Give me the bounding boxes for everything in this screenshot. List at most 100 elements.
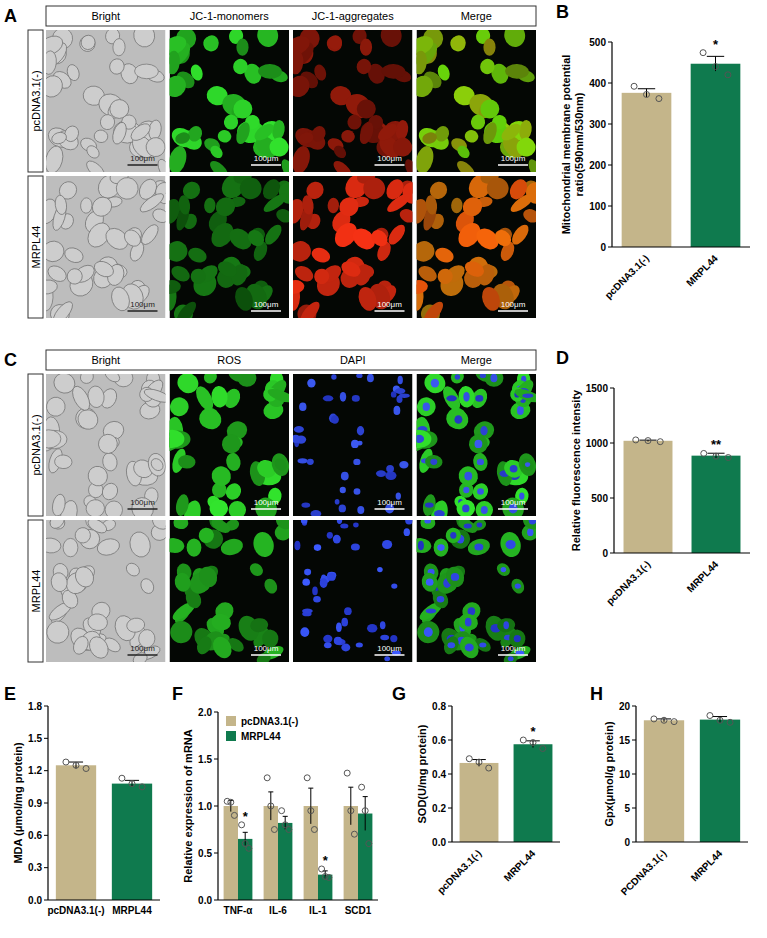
- cell: [105, 501, 123, 516]
- data-point: [311, 827, 317, 833]
- cell: [204, 197, 216, 213]
- cell: [293, 279, 305, 296]
- cell: [84, 158, 108, 172]
- cell: [93, 129, 109, 144]
- error-cap: [363, 796, 368, 797]
- bar: [224, 806, 238, 900]
- scale-bar-label: 100μm: [377, 644, 402, 653]
- data-point: [486, 765, 492, 771]
- x-tick-label: pcDNA3.1(-): [435, 848, 483, 896]
- micrograph: [46, 520, 166, 662]
- nucleus: [323, 395, 333, 401]
- y-axis: [613, 388, 614, 553]
- nucleus: [367, 374, 374, 382]
- cell: [505, 64, 529, 79]
- cell: [456, 499, 476, 516]
- scale-bar-label: 100μm: [377, 498, 402, 507]
- cell: [234, 121, 253, 146]
- column-header: JC-1-monomers: [190, 10, 269, 22]
- cell: [232, 285, 256, 313]
- cell: [126, 617, 146, 634]
- plot-area: [644, 713, 740, 842]
- cell: [146, 451, 166, 478]
- y-tick-label: 0.4: [432, 769, 446, 780]
- y-tick-label: 10: [619, 769, 631, 780]
- cell: [420, 571, 440, 593]
- y-tick-label: 1.8: [28, 701, 42, 712]
- nucleus: [339, 505, 346, 513]
- cell: [46, 144, 66, 172]
- cell: [499, 494, 528, 516]
- scale-bar: [498, 654, 528, 656]
- data-point: [139, 784, 145, 790]
- data-point: [351, 831, 357, 837]
- y-axis-title-line: ratio(590nm/530nm): [573, 92, 585, 196]
- error-bar: [310, 788, 311, 824]
- nucleus: [423, 402, 430, 411]
- cell: [170, 72, 190, 101]
- error-bar: [646, 89, 647, 97]
- cell: [417, 50, 429, 75]
- cell: [128, 494, 157, 516]
- cell: [109, 285, 133, 313]
- nucleus: [311, 510, 322, 516]
- cell: [417, 144, 437, 172]
- data-point: [279, 808, 285, 814]
- cell: [492, 227, 515, 250]
- error-bar: [716, 453, 717, 458]
- data-point: [701, 450, 707, 456]
- cell: [447, 33, 468, 54]
- data-point: [308, 808, 314, 814]
- scale-bar: [375, 654, 405, 656]
- cell: [170, 238, 191, 264]
- cell: [457, 612, 479, 631]
- cell: [78, 374, 96, 386]
- bar: [514, 744, 553, 842]
- cell: [486, 176, 510, 200]
- nucleus: [454, 415, 462, 424]
- cell: [173, 571, 193, 593]
- cell: [494, 561, 512, 579]
- y-tick-label: 300: [589, 119, 606, 130]
- row-label-box: [28, 30, 43, 172]
- cell: [178, 195, 192, 216]
- data-point: [713, 64, 719, 70]
- cell: [63, 538, 78, 556]
- cell: [198, 406, 226, 433]
- y-tick-label: 0.9: [28, 798, 42, 809]
- micrograph: [293, 520, 413, 662]
- scale-bar: [128, 508, 158, 510]
- cell: [463, 129, 479, 144]
- cell: [65, 267, 84, 286]
- micrograph: [417, 520, 537, 662]
- y-tick-label: 500: [589, 37, 606, 48]
- cell: [417, 72, 437, 101]
- micrograph-background: [293, 374, 413, 516]
- nucleus: [385, 471, 396, 480]
- cell: [445, 406, 473, 433]
- cell: [71, 634, 91, 657]
- nucleus: [353, 523, 359, 528]
- cell: [194, 634, 214, 657]
- bar: [318, 875, 332, 900]
- cell: [223, 114, 239, 131]
- nucleus: [298, 458, 308, 463]
- scale-bar-label: 100μm: [254, 300, 279, 309]
- data-point: [63, 759, 69, 765]
- nucleus: [455, 374, 460, 380]
- cell: [149, 456, 166, 473]
- cell: [210, 612, 232, 631]
- cell: [46, 396, 67, 418]
- nucleus: [382, 540, 392, 549]
- y-tick-label: 1000: [586, 438, 609, 449]
- header-box: [46, 350, 536, 370]
- cell: [441, 634, 461, 657]
- data-point: [540, 746, 546, 752]
- cell: [327, 197, 339, 213]
- nucleus: [479, 642, 486, 647]
- error-cap: [639, 440, 656, 441]
- cell: [418, 520, 438, 531]
- nucleus: [477, 488, 484, 495]
- nucleus: [418, 541, 424, 550]
- nucleus: [426, 579, 434, 586]
